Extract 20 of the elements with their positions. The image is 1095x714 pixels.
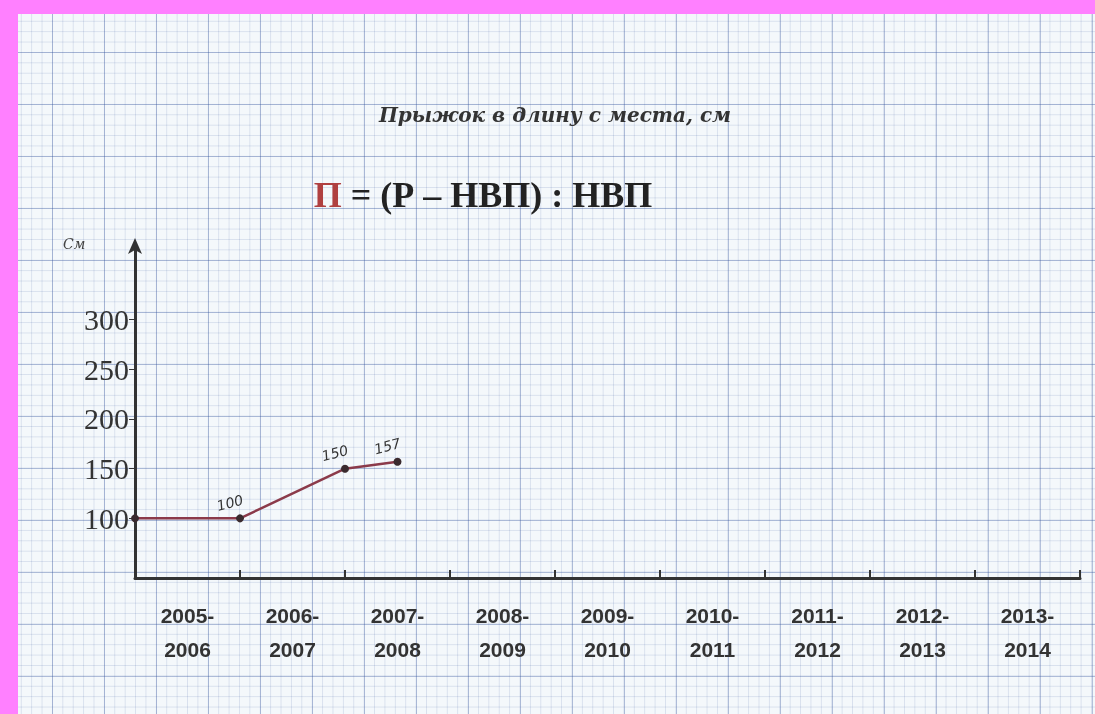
y-tick-label: 250 [84,352,129,386]
x-tick-label: 2006- 2007 [265,603,320,661]
chart-title: Прыжок в длину с места, см [377,103,732,127]
x-tick-label: 2012- 2013 [895,603,950,661]
x-tick-label: 2013- 2014 [1000,603,1055,661]
y-tick-label: 150 [84,452,129,486]
x-tick-label: 2011- 2012 [791,603,844,661]
data-label: 100 [214,491,245,514]
data-label: 150 [319,441,350,465]
y-axis-title: См [63,236,86,252]
y-tick-label: 100 [84,501,129,535]
data-label: 157 [372,434,403,458]
x-tick-label: 2010- 2011 [685,603,740,661]
y-tick-label: 300 [84,303,129,337]
x-tick-label: 2008- 2009 [475,603,530,661]
y-tick-label: 200 [84,402,129,436]
x-tick-label: 2005- 2006 [160,603,215,661]
x-tick-label: 2009- 2010 [580,603,635,661]
x-tick-label: 2007- 2008 [370,603,425,661]
chart-subtitle: П = (Р – НВП) : НВП [313,175,653,215]
